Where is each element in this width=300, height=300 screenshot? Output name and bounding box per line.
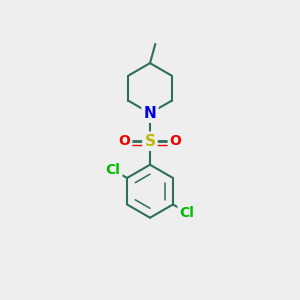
Text: N: N [144, 106, 156, 121]
Text: Cl: Cl [106, 163, 121, 177]
Text: O: O [170, 134, 182, 148]
Text: S: S [145, 134, 155, 149]
Text: Cl: Cl [179, 206, 194, 220]
Text: O: O [118, 134, 130, 148]
